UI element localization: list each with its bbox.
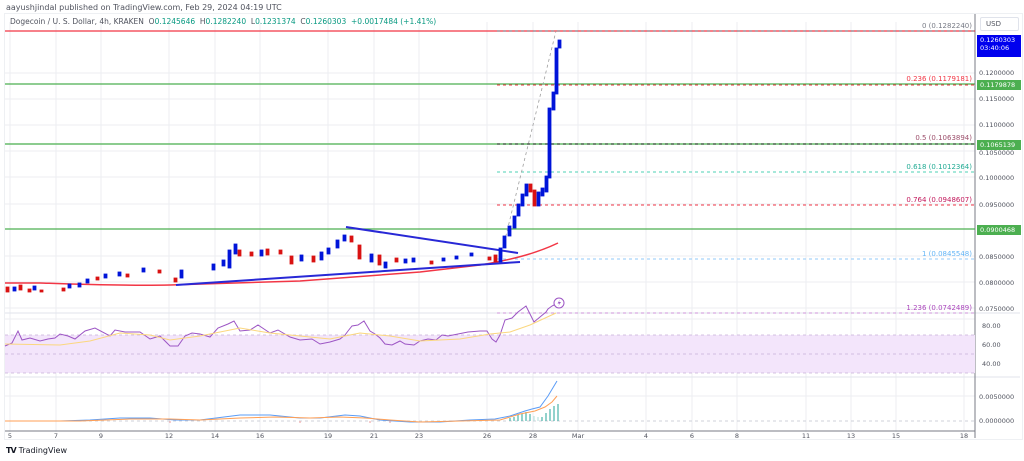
svg-text:8: 8 <box>735 432 739 440</box>
publish-info: aayushjindal published on TradingView.co… <box>6 3 282 12</box>
moving-average-line <box>5 242 559 287</box>
upper-trendline[interactable] <box>345 226 519 254</box>
svg-text:19: 19 <box>324 432 332 440</box>
svg-text:0.0850000: 0.0850000 <box>979 253 1014 261</box>
symbol-legend: Dogecoin / U. S. Dollar, 4h, KRAKEN O0.1… <box>10 17 437 26</box>
currency-selector[interactable]: USD <box>980 17 1019 31</box>
price-axis-ticks: 0.1200000 0.1150000 0.1100000 0.1050000 … <box>979 69 1014 313</box>
open-value: 0.1245646 <box>154 17 196 26</box>
svg-text:13: 13 <box>847 432 855 440</box>
change-value: +0.0017484 (+1.41%) <box>351 17 437 26</box>
fib-1-label: 1 (0.0845548) <box>922 250 972 258</box>
close-value: 0.1260303 <box>305 17 347 26</box>
svg-text:23: 23 <box>415 432 423 440</box>
lower-trendline[interactable] <box>175 261 521 286</box>
macd-histogram <box>169 404 559 423</box>
rsi-axis-ticks: 80.00 60.00 40.00 <box>982 322 1001 368</box>
svg-text:28: 28 <box>529 432 537 440</box>
svg-text:11: 11 <box>802 432 810 440</box>
support-level-tag-3: 0.0900468 <box>977 225 1021 235</box>
svg-text:9: 9 <box>99 432 103 440</box>
alert-lightning-icon[interactable] <box>553 297 565 309</box>
support-level-tag-1: 0.1179878 <box>977 80 1021 90</box>
svg-text:0.0750000: 0.0750000 <box>979 305 1014 313</box>
fib-labels: 0 (0.1282240) 0.236 (0.1179181) 0.5 (0.1… <box>906 22 972 312</box>
rsi-line <box>4 303 557 347</box>
svg-text:0.1100000: 0.1100000 <box>979 121 1014 129</box>
svg-text:12: 12 <box>165 432 173 440</box>
fib-retracement[interactable] <box>497 30 975 314</box>
fib-0618-label: 0.618 (0.1012364) <box>906 163 972 171</box>
svg-text:5: 5 <box>8 432 12 440</box>
svg-text:Mar: Mar <box>572 432 585 440</box>
high-value: 0.1282240 <box>205 17 247 26</box>
svg-text:0.1200000: 0.1200000 <box>979 69 1014 77</box>
macd-line <box>5 380 558 423</box>
support-level-tag-2: 0.1065139 <box>977 140 1021 150</box>
svg-text:15: 15 <box>892 432 900 440</box>
svg-text:4: 4 <box>644 432 648 440</box>
svg-text:18: 18 <box>960 432 968 440</box>
svg-text:0.0950000: 0.0950000 <box>979 201 1014 209</box>
fib-0764-label: 0.764 (0.0948607) <box>906 196 972 204</box>
candles <box>5 39 562 293</box>
svg-text:0.1050000: 0.1050000 <box>979 149 1014 157</box>
rsi-band <box>5 335 975 373</box>
symbol-name: Dogecoin / U. S. Dollar, 4h, KRAKEN <box>10 17 144 26</box>
chart-frame <box>4 13 1023 440</box>
svg-text:0.0800000: 0.0800000 <box>979 279 1014 287</box>
macd-signal-line <box>5 395 558 423</box>
fib-0236-label: 0.236 (0.1179181) <box>906 75 972 83</box>
svg-text:40.00: 40.00 <box>982 360 1001 368</box>
svg-text:6: 6 <box>690 432 694 440</box>
fib-0-label: 0 (0.1282240) <box>922 22 972 30</box>
svg-text:26: 26 <box>483 432 491 440</box>
svg-text:80.00: 80.00 <box>982 322 1001 330</box>
fib-05-label: 0.5 (0.1063894) <box>915 134 972 142</box>
svg-text:14: 14 <box>211 432 219 440</box>
fib-1236-label: 1.236 (0.0742489) <box>906 304 972 312</box>
svg-text:0.1000000: 0.1000000 <box>979 174 1014 182</box>
svg-text:0.0050000: 0.0050000 <box>979 393 1014 401</box>
brand-name: TradingView <box>18 446 67 455</box>
svg-text:60.00: 60.00 <box>982 341 1001 349</box>
last-price-tag: 0.1260303 03:40:06 <box>977 35 1021 57</box>
svg-text:21: 21 <box>370 432 378 440</box>
svg-text:0.1150000: 0.1150000 <box>979 95 1014 103</box>
svg-text:0.0000000: 0.0000000 <box>979 417 1014 425</box>
bar-countdown: 03:40:06 <box>980 44 1010 52</box>
grid-horizontal <box>5 72 975 397</box>
time-axis-ticks: 5 7 9 12 14 16 19 21 23 26 28 Mar 4 6 8 … <box>8 432 968 440</box>
svg-text:16: 16 <box>256 432 264 440</box>
low-value: 0.1231374 <box>255 17 296 26</box>
svg-text:7: 7 <box>54 432 58 440</box>
footer-brand[interactable]: TV TradingView <box>6 446 67 455</box>
tradingview-logo-icon: TV <box>6 446 17 455</box>
rsi-ma-line <box>4 312 557 346</box>
macd-axis-ticks: 0.0050000 0.0000000 <box>979 393 1014 425</box>
